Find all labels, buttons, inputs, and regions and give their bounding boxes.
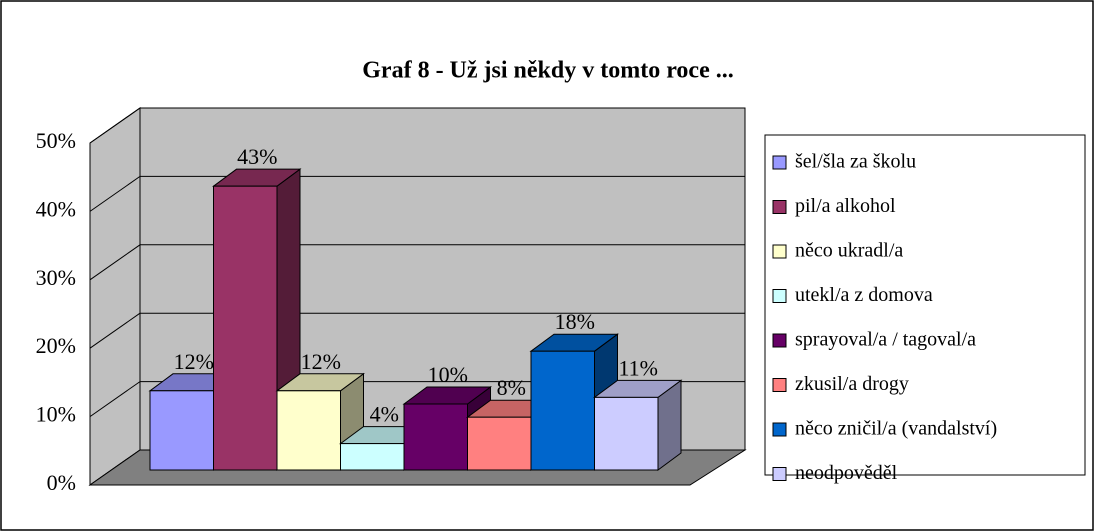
data-label: 18% — [555, 309, 595, 334]
data-label: 12% — [174, 349, 214, 374]
y-tick-label: 0% — [47, 470, 76, 495]
grid-side — [89, 312, 141, 349]
y-tick-label: 40% — [36, 196, 76, 221]
legend-swatch — [772, 378, 787, 392]
legend — [764, 134, 1086, 476]
data-label: 43% — [237, 144, 277, 169]
data-label: 8% — [497, 375, 526, 400]
legend-swatch — [772, 467, 787, 481]
legend-label: neodpověděl — [795, 462, 898, 484]
bar — [592, 379, 683, 471]
legend-label: utekl/a z domova — [795, 284, 933, 306]
side-wall — [89, 107, 141, 486]
bar-front — [213, 185, 278, 471]
data-label: 11% — [618, 355, 658, 380]
bar-front — [340, 443, 405, 471]
y-tick-label: 20% — [36, 333, 76, 358]
data-label: 4% — [370, 402, 399, 427]
legend-swatch — [772, 422, 787, 437]
chart-title: Graf 8 - Už jsi někdy v tomto roce ... — [362, 58, 733, 84]
bar-front — [276, 390, 341, 471]
grid-side — [89, 107, 141, 144]
y-tick-label: 50% — [36, 128, 76, 153]
legend-swatch — [772, 244, 787, 259]
data-label: 12% — [301, 349, 341, 374]
legend-label: něco zničil/a (vandalství) — [795, 418, 997, 440]
bar-front — [403, 403, 468, 471]
grid-line — [89, 107, 745, 144]
data-label: 10% — [428, 362, 468, 387]
legend-swatch — [772, 289, 787, 303]
legend-label: něco ukradl/a — [795, 240, 903, 262]
y-tick-label: 30% — [36, 265, 76, 290]
legend-label: sprayoval/a / tagoval/a — [795, 329, 976, 351]
bar-front — [530, 350, 595, 471]
legend-label: šel/šla za školu — [795, 151, 916, 173]
legend-swatch — [772, 333, 787, 348]
bar-front — [467, 416, 532, 471]
grid-side — [89, 244, 141, 281]
bar-front — [594, 396, 659, 471]
grid-side — [89, 381, 141, 418]
legend-label: pil/a alkohol — [795, 195, 896, 217]
bar-front — [149, 390, 214, 471]
legend-label: zkusil/a drogy — [795, 373, 909, 395]
grid-side — [89, 175, 141, 212]
y-tick-label: 10% — [36, 402, 76, 427]
legend-swatch — [772, 155, 787, 170]
legend-swatch — [772, 200, 787, 214]
